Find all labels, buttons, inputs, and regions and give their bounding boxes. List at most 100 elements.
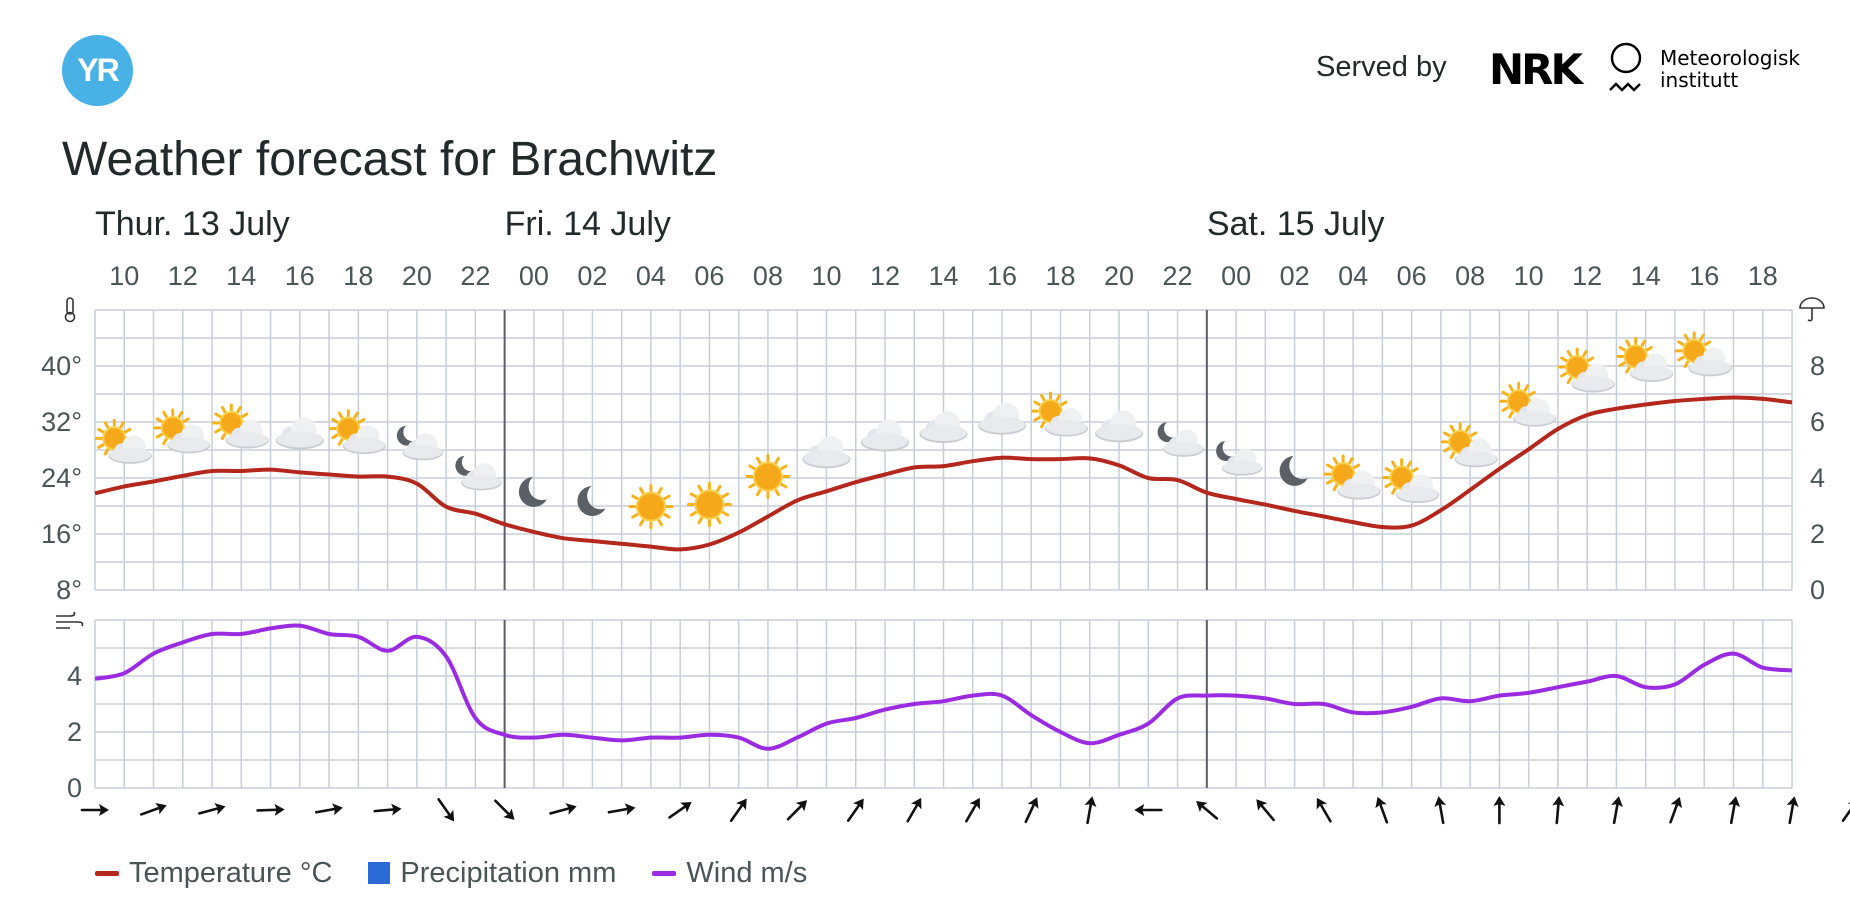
weather-symbol-sun-partly-cloudy-icon — [211, 403, 269, 449]
umbrella-icon — [1799, 297, 1825, 322]
hour-tick-label: 10 — [1514, 261, 1544, 291]
wind-direction-arrow-icon — [846, 798, 864, 822]
wind-direction-arrow-icon — [1611, 796, 1624, 825]
wind-direction-arrow-icon — [1256, 799, 1275, 822]
legend-wind[interactable]: Wind m/s — [652, 857, 807, 890]
weather-symbol-cloudy-icon — [978, 402, 1027, 435]
hour-tick-label: 00 — [519, 261, 549, 291]
weather-symbol-sun-partly-cloudy-icon — [328, 409, 386, 455]
hour-tick-label: 22 — [460, 261, 490, 291]
precipitation-axis-tick: 6 — [1810, 407, 1825, 437]
hour-tick-label: 10 — [811, 261, 841, 291]
wind-direction-arrow-icon — [198, 803, 226, 815]
hour-tick-label: 18 — [1046, 261, 1076, 291]
hour-tick-label: 06 — [1397, 261, 1427, 291]
day-label: Fri. 14 July — [505, 205, 671, 243]
weather-symbol-cloudy-icon — [860, 419, 909, 452]
wind-direction-arrow-icon — [906, 797, 922, 823]
met-institute-icon — [1609, 42, 1642, 92]
weather-symbol-moon-icon — [577, 486, 608, 516]
weather-symbol-sun-icon — [745, 454, 791, 499]
weather-symbol-sun-icon — [628, 484, 674, 530]
weather-symbol-sun-partly-cloudy-icon — [1323, 454, 1381, 500]
header: YR Served by NRK Meteorologisk institutt — [0, 0, 1850, 130]
wind-line — [94, 623, 1793, 751]
weather-symbol-cloudy-icon — [275, 417, 324, 450]
hour-tick-label: 16 — [285, 261, 315, 291]
hour-tick-label: 12 — [168, 261, 198, 291]
met-logo-line-1: Meteorologisk — [1660, 46, 1801, 70]
weather-symbol-sun-partly-cloudy-icon — [1674, 331, 1732, 377]
temperature-line — [94, 395, 1793, 552]
legend: Temperature °C Precipitation mm Wind m/s — [95, 855, 843, 891]
wind-direction-arrow-icon — [373, 803, 402, 816]
wind-direction-arrow-icon — [1024, 797, 1039, 824]
hour-tick-label: 04 — [636, 261, 666, 291]
hour-tick-label: 02 — [577, 261, 607, 291]
wind-axis-tick: 4 — [67, 661, 82, 691]
weather-symbol-cloudy-icon — [919, 411, 968, 444]
precipitation-axis-tick: 2 — [1810, 519, 1825, 549]
wind-direction-arrow-icon — [494, 799, 515, 820]
day-label: Thur. 13 July — [95, 205, 290, 243]
weather-symbol-cloudy-icon — [802, 436, 851, 469]
wind-direction-arrow-icon — [139, 802, 167, 816]
legend-wind-label: Wind m/s — [686, 856, 808, 889]
hour-tick-label: 20 — [1104, 261, 1134, 291]
wind-direction-arrow-icon — [1728, 796, 1741, 825]
hour-tick-label: 16 — [1689, 261, 1719, 291]
weather-symbol-moon-partly-cloudy-icon — [455, 455, 502, 491]
hour-tick-label: 08 — [1455, 261, 1485, 291]
wind-grid — [94, 619, 1793, 789]
wind-axis-tick: 0 — [67, 773, 82, 803]
hour-tick-label: 14 — [226, 261, 256, 291]
weather-symbol-moon-icon — [1279, 455, 1310, 486]
hour-tick-label: 02 — [1280, 261, 1310, 291]
wind-direction-arrow-icon — [549, 803, 577, 815]
nrk-logo[interactable]: NRK — [1489, 45, 1583, 94]
wind-icon — [56, 611, 84, 629]
legend-precipitation[interactable]: Precipitation mm — [368, 857, 616, 890]
wind-direction-arrow-icon — [1375, 796, 1389, 824]
hour-tick-label: 10 — [109, 261, 139, 291]
yr-logo[interactable]: YR — [62, 35, 133, 106]
met-logo-line-2: institutt — [1660, 68, 1739, 92]
precipitation-swatch — [368, 862, 391, 884]
wind-direction-arrow-icon — [256, 803, 285, 816]
wind-direction-arrow-icon — [786, 800, 808, 821]
weather-symbol-moon-partly-cloudy-icon — [396, 425, 444, 461]
wind-axis-tick: 2 — [67, 717, 82, 747]
hour-tick-label: 20 — [402, 261, 432, 291]
day-label: Sat. 15 July — [1207, 205, 1385, 243]
hour-tick-label: 12 — [1572, 261, 1602, 291]
met-institute-logo[interactable]: Meteorologisk institutt — [1660, 47, 1800, 91]
temperature-grid — [94, 309, 1793, 591]
weather-symbol-cloudy-icon — [1095, 410, 1144, 443]
served-by-text: Served by — [1316, 51, 1447, 83]
wind-direction-arrow-icon — [964, 797, 980, 823]
temperature-swatch — [95, 870, 119, 876]
legend-temperature[interactable]: Temperature °C — [95, 857, 332, 890]
hour-tick-label: 18 — [1748, 261, 1778, 291]
temperature-axis-tick: 40° — [41, 351, 82, 381]
weather-symbol-sun-partly-cloudy-icon — [153, 408, 211, 454]
hour-tick-label: 00 — [1221, 261, 1251, 291]
wind-direction-arrow-icon — [1669, 796, 1683, 824]
wind-direction-arrow-icon — [1134, 804, 1163, 816]
wind-direction-arrow-icon — [668, 801, 692, 819]
precipitation-axis-tick: 4 — [1810, 463, 1825, 493]
temperature-axis-tick: 8° — [56, 575, 82, 605]
hour-tick-label: 14 — [1631, 261, 1661, 291]
weather-symbol-sun-partly-cloudy-icon — [1031, 391, 1089, 437]
weather-symbol-moon-partly-cloudy-icon — [1216, 441, 1263, 476]
wind-direction-arrow-icon — [80, 804, 109, 816]
hour-tick-label: 08 — [753, 261, 783, 291]
wind-direction-arrow-icon — [1841, 798, 1850, 822]
wind-direction-arrow-icon — [437, 798, 455, 822]
wind-direction-arrow-icon — [1084, 796, 1097, 825]
hour-tick-label: 14 — [928, 261, 958, 291]
weather-symbol-moon-partly-cloudy-icon — [1157, 422, 1204, 457]
page-title: Weather forecast for Brachwitz — [62, 133, 718, 186]
hour-tick-label: 12 — [870, 261, 900, 291]
temperature-axis-tick: 16° — [41, 519, 82, 549]
